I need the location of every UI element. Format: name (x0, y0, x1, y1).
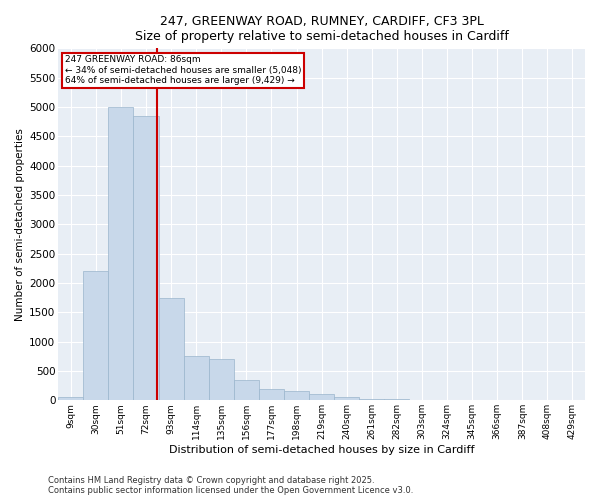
Title: 247, GREENWAY ROAD, RUMNEY, CARDIFF, CF3 3PL
Size of property relative to semi-d: 247, GREENWAY ROAD, RUMNEY, CARDIFF, CF3… (134, 15, 509, 43)
Bar (359, 398, 385, 400)
Bar (133, 116, 158, 401)
Y-axis label: Number of semi-detached properties: Number of semi-detached properties (15, 128, 25, 321)
Bar (58, 398, 83, 400)
Bar (284, 392, 309, 400)
Bar (259, 388, 284, 400)
X-axis label: Distribution of semi-detached houses by size in Cardiff: Distribution of semi-detached houses by … (169, 445, 475, 455)
Text: 247 GREENWAY ROAD: 86sqm
← 34% of semi-detached houses are smaller (5,048)
64% o: 247 GREENWAY ROAD: 86sqm ← 34% of semi-d… (65, 56, 302, 85)
Bar (109, 107, 133, 401)
Bar (83, 271, 109, 400)
Text: Contains HM Land Registry data © Crown copyright and database right 2025.
Contai: Contains HM Land Registry data © Crown c… (48, 476, 413, 495)
Bar (334, 398, 359, 400)
Bar (184, 356, 209, 401)
Bar (309, 394, 334, 400)
Bar (234, 380, 259, 400)
Bar (158, 298, 184, 401)
Bar (209, 359, 234, 401)
